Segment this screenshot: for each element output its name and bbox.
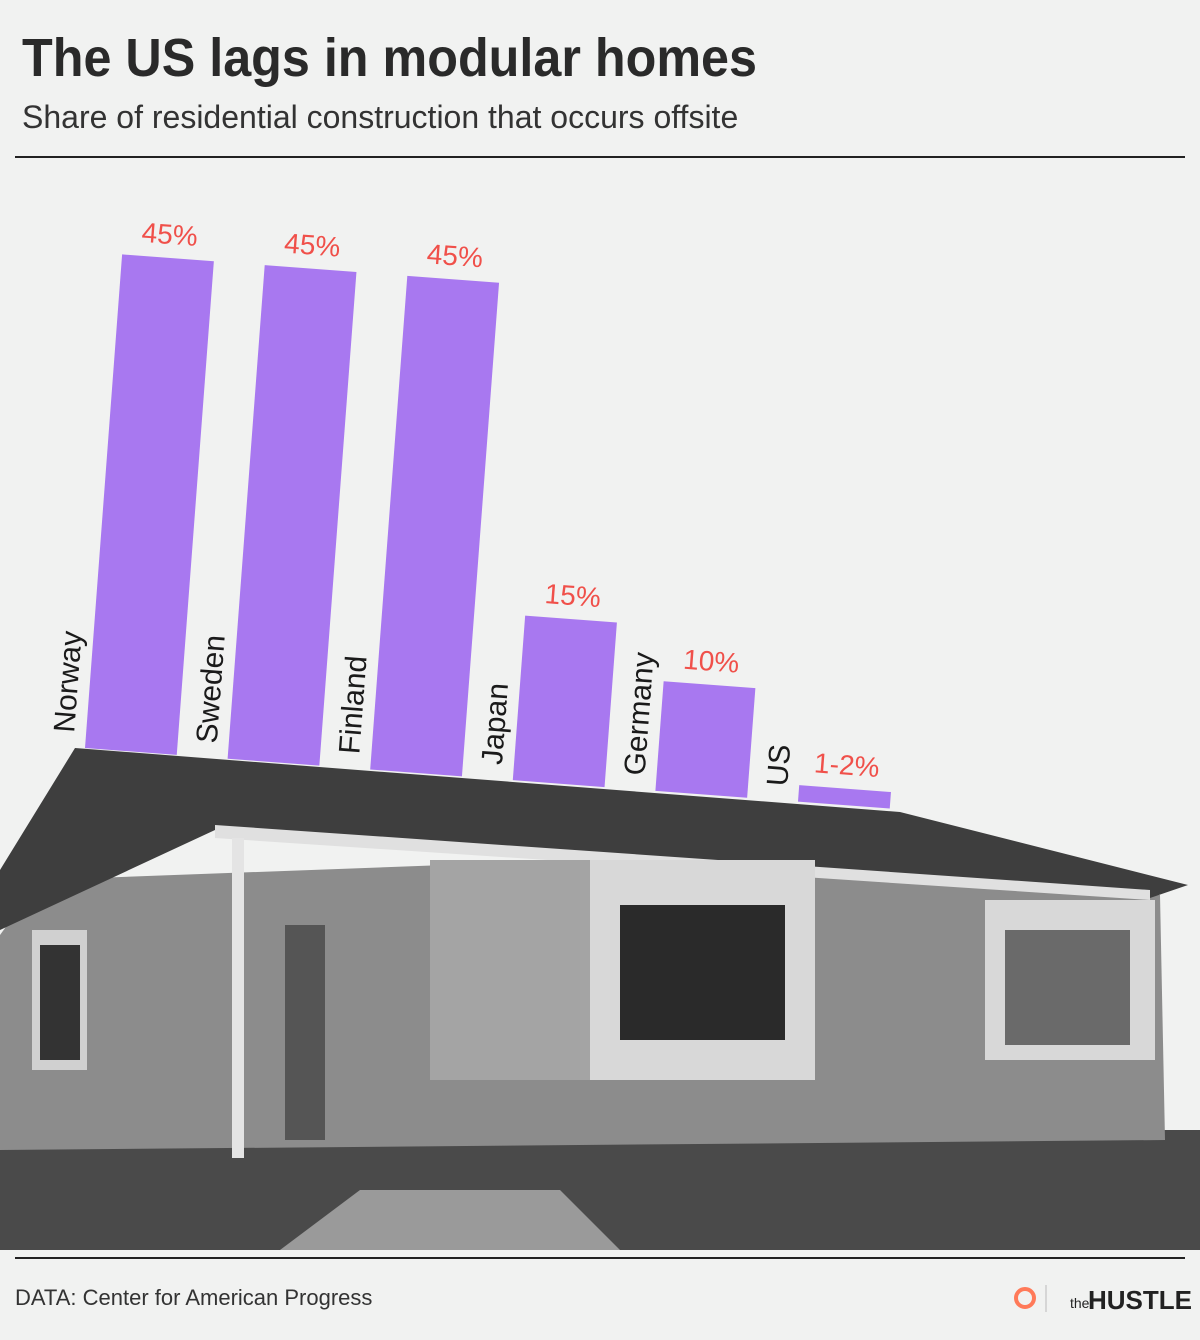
source: DATA: Center for American Progress (15, 1285, 372, 1310)
chart-subtitle: Share of residential construction that o… (22, 99, 738, 135)
logo-prefix: the (1070, 1295, 1090, 1311)
value-label: 15% (544, 578, 602, 613)
roof (0, 748, 1188, 930)
bar (797, 785, 891, 809)
value-label: 45% (426, 238, 484, 273)
bar (655, 681, 756, 798)
bar (227, 265, 357, 766)
value-label: 45% (141, 217, 199, 252)
bar (370, 275, 500, 777)
value-label: 45% (283, 228, 341, 263)
category-label: US (761, 743, 797, 787)
category-label: Norway (48, 630, 89, 734)
window (620, 905, 785, 1040)
logo-name: HUSTLE (1088, 1285, 1192, 1315)
window (40, 945, 80, 1060)
panel (430, 860, 590, 1080)
bar (84, 254, 214, 755)
logo-mark (1014, 1287, 1036, 1309)
value-label: 10% (682, 644, 740, 679)
post (232, 838, 244, 1158)
bar (512, 615, 617, 788)
door (285, 925, 325, 1140)
value-label: 1-2% (813, 747, 881, 783)
category-label: Finland (333, 655, 373, 756)
category-label: Japan (476, 682, 515, 766)
chart-title: The US lags in modular homes (22, 28, 757, 88)
window (1005, 930, 1130, 1045)
category-label: Sweden (191, 634, 232, 745)
house (0, 748, 1200, 1250)
path (280, 1190, 620, 1250)
bar-chart: 45%Norway45%Sweden45%Finland15%Japan10%G… (48, 217, 891, 809)
